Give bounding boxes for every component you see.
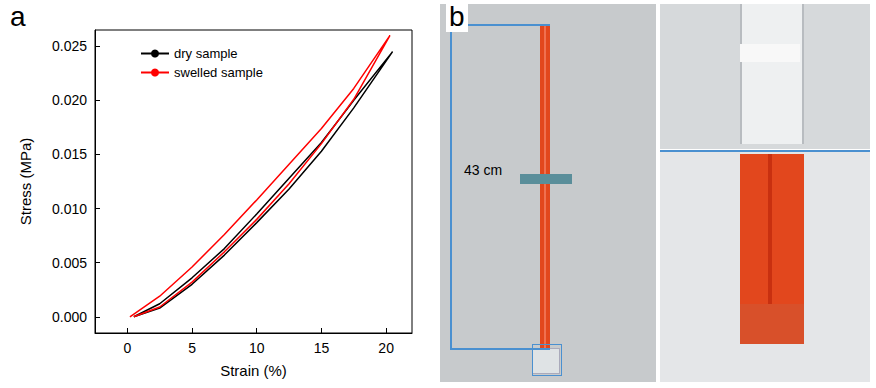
svg-text:0.005: 0.005	[52, 255, 87, 271]
svg-text:5: 5	[188, 340, 196, 356]
svg-text:0.000: 0.000	[52, 309, 87, 325]
svg-text:Stress (MPa): Stress (MPa)	[17, 138, 34, 226]
svg-text:Strain (%): Strain (%)	[220, 362, 287, 379]
html-text:a: a	[10, 1, 26, 32]
svg-text:swelled sample: swelled sample	[174, 65, 263, 80]
svg-text:dry sample: dry sample	[174, 46, 238, 61]
svg-text:0.025: 0.025	[52, 38, 87, 54]
html-text:43 cm: 43 cm	[464, 162, 503, 178]
svg-text:0.020: 0.020	[52, 92, 87, 108]
svg-text:10: 10	[249, 340, 265, 356]
svg-text:0: 0	[123, 340, 131, 356]
svg-text:0.015: 0.015	[52, 146, 87, 162]
svg-text:20: 20	[378, 340, 394, 356]
svg-text:15: 15	[314, 340, 330, 356]
html-text:b: b	[449, 1, 465, 32]
svg-text:0.010: 0.010	[52, 201, 87, 217]
